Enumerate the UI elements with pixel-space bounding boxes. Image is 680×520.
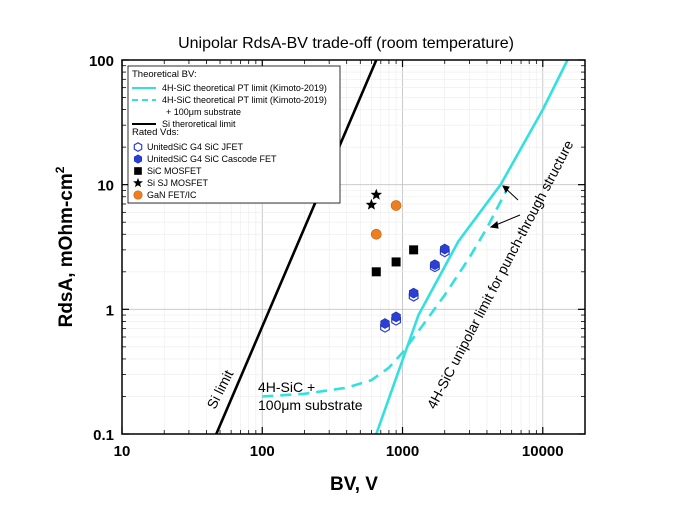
legend-marker-gan xyxy=(133,190,143,200)
legend-marker-si_sj xyxy=(133,177,143,188)
data-point-cascode xyxy=(430,259,440,271)
legend-label-sic-mosfet: SiC MOSFET xyxy=(147,166,202,176)
legend-rated-header: Rated Vds: xyxy=(132,127,179,138)
legend-theoretical-header: Theoretical BV: xyxy=(132,69,197,80)
data-point-sic_mosfet xyxy=(371,267,381,277)
x-axis: 10 100 1000 10000 xyxy=(114,60,564,460)
legend: Theoretical BV: Rated Vds: 4H-SiC theore… xyxy=(127,65,341,204)
y-axis: 0.1 1 10 100 xyxy=(89,53,585,444)
legend-box xyxy=(127,65,341,204)
plot-frame xyxy=(121,59,586,435)
x-tick-label: 10 xyxy=(114,443,131,460)
data-point-cascode xyxy=(440,243,450,255)
annotation-substrate-line2: 100μm substrate xyxy=(258,397,363,413)
y-tick-label: 10 xyxy=(97,178,114,195)
x-tick-label: 100 xyxy=(250,443,275,460)
arrow-lower-head xyxy=(489,221,499,229)
data-point-si_sj xyxy=(365,198,378,210)
y-tick-label: 0.1 xyxy=(93,427,114,444)
data-point-sic_mosfet xyxy=(409,245,419,255)
legend-label-cascode: UnitedSiC G4 SiC Cascode FET xyxy=(147,154,277,164)
chart-title: Unipolar RdsA-BV trade-off (room tempera… xyxy=(178,35,514,52)
data-point-gan xyxy=(390,200,402,211)
y-axis-label-main: RdsA, mOhm-cm xyxy=(56,173,77,327)
annotation-arrows xyxy=(489,185,521,229)
legend-marker-sic_mosfet xyxy=(134,167,142,175)
annotation-pt-limit: 4H-SiC unipolar limit for punch-through … xyxy=(423,137,576,411)
arrow-upper-head xyxy=(502,185,510,194)
series-line-si xyxy=(215,59,378,435)
legend-label-pt: 4H-SiC theoretical PT limit (Kimoto-2019… xyxy=(162,83,327,93)
y-tick-label: 1 xyxy=(106,302,114,319)
legend-label-pt-sub-2: + 100μm substrate xyxy=(166,107,241,117)
legend-markers xyxy=(133,142,143,200)
y-axis-label-sup: 2 xyxy=(53,166,67,173)
data-point-sic_mosfet xyxy=(391,257,401,267)
legend-label-gan: GaN FET/IC xyxy=(147,190,197,200)
data-point-si_sj xyxy=(370,188,382,200)
legend-label-si: Si theroretical limit xyxy=(162,119,236,129)
y-axis-label: RdsA, mOhm-cm2 xyxy=(53,166,77,327)
data-point-cascode xyxy=(380,318,390,329)
data-point-cascode xyxy=(391,311,401,323)
legend-label-pt-sub: 4H-SiC theoretical PT limit (Kimoto-2019… xyxy=(162,95,327,105)
x-tick-label: 10000 xyxy=(522,443,564,460)
plot-markers xyxy=(365,188,450,333)
data-point-gan xyxy=(370,228,382,240)
plot-lines xyxy=(215,59,569,435)
x-tick-label: 1000 xyxy=(386,443,419,460)
legend-marker-jfet xyxy=(133,142,143,152)
annotation-si-limit: Si limit xyxy=(203,367,236,411)
annotation-substrate-line1: 4H-SiC + xyxy=(258,379,315,395)
y-tick-label: 100 xyxy=(89,53,114,70)
legend-label-jfet: UnitedSiC G4 SiC JFET xyxy=(147,142,244,152)
data-point-cascode xyxy=(408,287,419,299)
series-line-pt xyxy=(375,59,569,435)
series-line-pt_sub xyxy=(262,189,508,398)
legend-label-si-sj: Si SJ MOSFET xyxy=(147,178,209,188)
legend-marker-cascode xyxy=(134,154,142,164)
x-axis-label: BV, V xyxy=(330,474,378,495)
